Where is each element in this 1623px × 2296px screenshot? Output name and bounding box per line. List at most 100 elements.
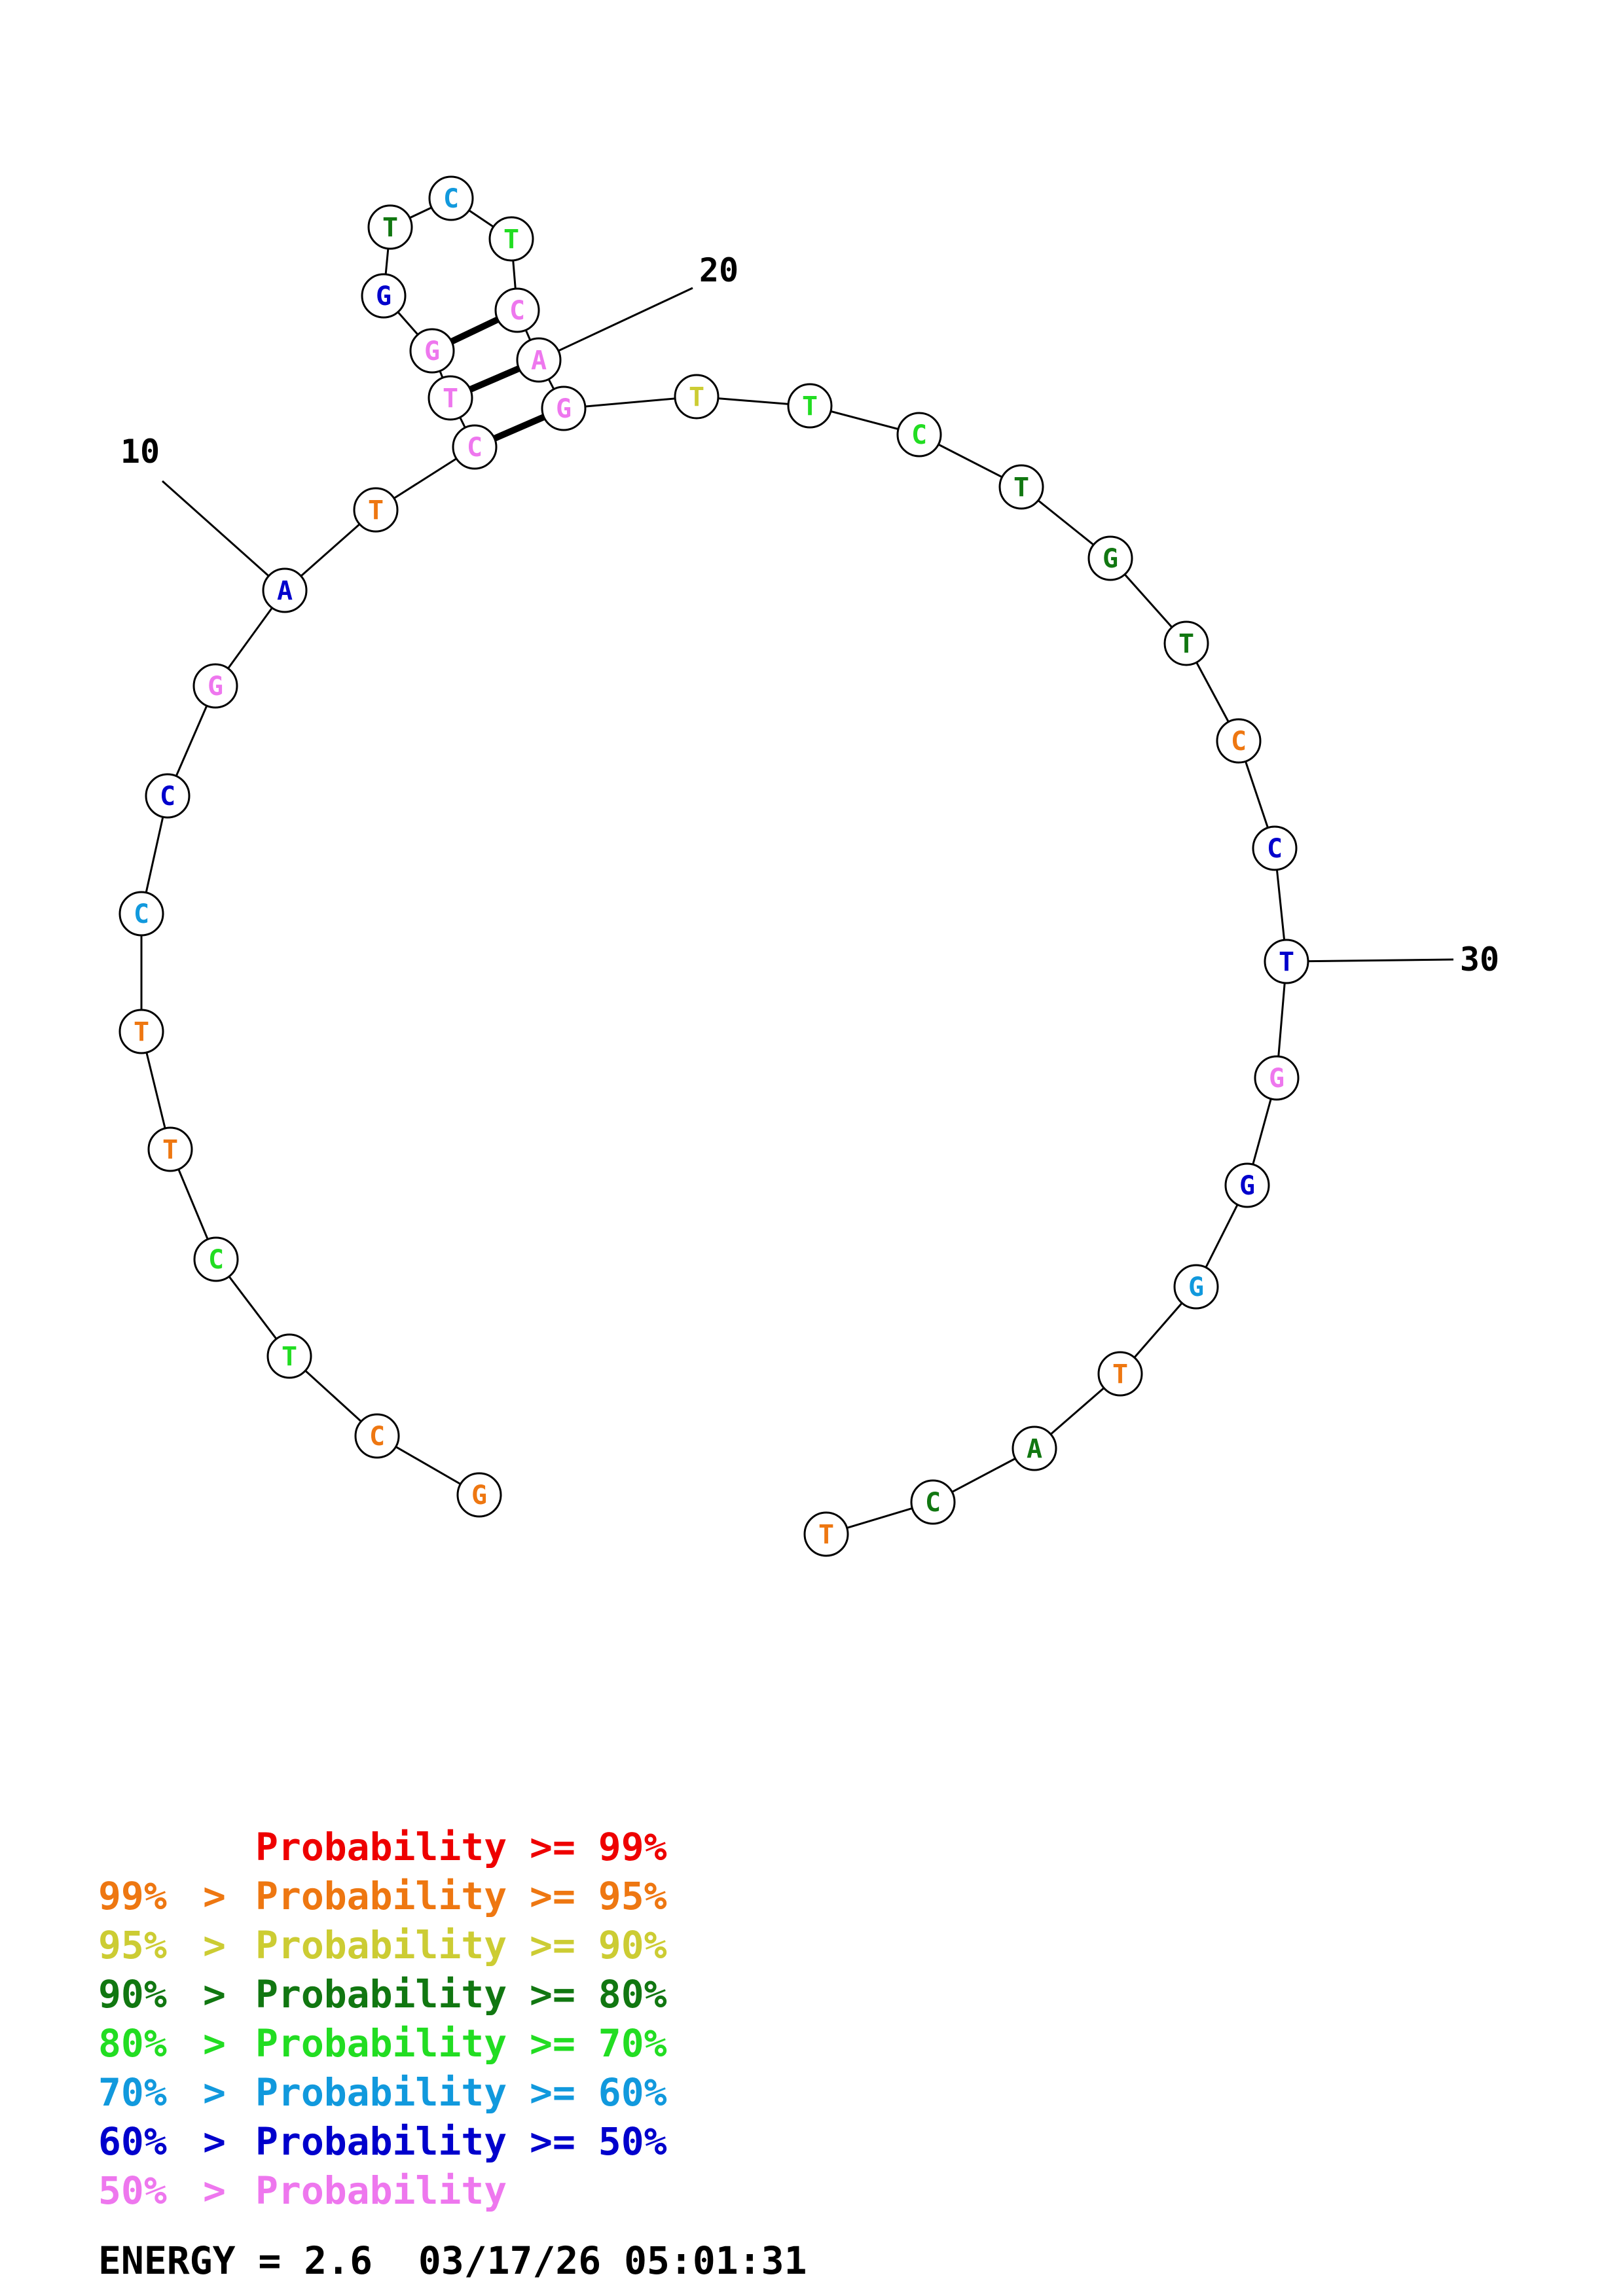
nucleotide-37: T <box>803 1511 849 1557</box>
legend-row: 99% > Probability >= 95% <box>98 1872 667 1921</box>
nucleotide-circle <box>1012 1426 1057 1471</box>
nucleotide-circle <box>428 175 474 221</box>
index-label-20: 20 <box>699 251 739 289</box>
nucleotide-letter: G <box>1103 544 1118 574</box>
nucleotide-circle <box>1216 718 1262 764</box>
legend-lower-bound: 99% <box>98 1874 167 1918</box>
nucleotide-letter: T <box>818 1520 834 1550</box>
nucleotide-28: C <box>1216 718 1262 764</box>
nucleotide-letter: T <box>134 1017 149 1047</box>
legend-operator: > <box>203 2021 226 2066</box>
nucleotide-32: G <box>1224 1162 1270 1208</box>
nucleotide-letter: G <box>376 281 392 312</box>
nucleotide-30: T <box>1264 939 1309 984</box>
nucleotide-17: C <box>428 175 474 221</box>
nucleotide-circle <box>354 1413 400 1459</box>
nucleotide-circle <box>1087 535 1133 581</box>
index-label-30: 30 <box>1460 941 1499 978</box>
nucleotide-circle <box>1163 620 1209 666</box>
nucleotide-circle <box>1264 939 1309 984</box>
nucleotide-24: C <box>896 412 942 457</box>
legend-lower-bound: 50% <box>98 2168 167 2213</box>
nucleotide-circle <box>119 891 164 937</box>
nucleotide-letter: G <box>1239 1171 1255 1201</box>
nucleotide-letter: T <box>443 384 458 414</box>
legend-row: 80% > Probability >= 70% <box>98 2019 667 2068</box>
legend-row: 70% > Probability >= 60% <box>98 2068 667 2117</box>
legend-range-text: Probability >= 95% <box>255 1874 667 1918</box>
nucleotide-12: C <box>452 424 498 470</box>
nucleotide-23: T <box>787 383 833 429</box>
legend-operator: > <box>203 2070 226 2115</box>
legend-lower-bound: 90% <box>98 1972 167 2017</box>
nucleotide-36: C <box>910 1479 956 1525</box>
legend-row: 50% > Probability <box>98 2166 667 2215</box>
nucleotide-letter: G <box>1188 1272 1204 1302</box>
nucleotide-circle <box>803 1511 849 1557</box>
nucleotide-letter: C <box>160 781 175 812</box>
nucleotide-1: G <box>456 1472 502 1518</box>
nucleotide-circle <box>787 383 833 429</box>
legend-range-text: Probability >= 70% <box>255 2021 667 2066</box>
nucleotide-circle <box>192 663 238 709</box>
nucleotide-circle <box>1254 1055 1300 1101</box>
nucleotide-circle <box>1224 1162 1270 1208</box>
nucleotide-letter: A <box>1027 1434 1042 1464</box>
nucleotide-19: C <box>494 287 540 333</box>
nucleotide-26: G <box>1087 535 1133 581</box>
nucleotide-letter: T <box>503 224 519 255</box>
nucleotide-22: T <box>674 374 720 420</box>
nucleotide-15: G <box>361 273 407 319</box>
nucleotide-circle <box>145 773 191 819</box>
nucleotide-letter: A <box>531 346 547 376</box>
nucleotide-circle <box>488 216 534 262</box>
nucleotide-7: C <box>119 891 164 937</box>
nucleotide-8: C <box>145 773 191 819</box>
nucleotide-9: G <box>192 663 238 709</box>
legend-lower-bound: 95% <box>98 1923 167 1967</box>
probability-legend: Probability >= 99% 99% > Probability >= 95%… <box>98 1823 667 2215</box>
nucleotide-circle <box>452 424 498 470</box>
legend-range-text: Probability >= 90% <box>255 1923 667 1967</box>
nucleotide-letter: T <box>382 213 398 243</box>
nucleotide-letter: A <box>277 576 293 606</box>
nucleotide-circle <box>494 287 540 333</box>
legend-lower-bound: 80% <box>98 2021 167 2066</box>
nucleotide-letter: C <box>208 1245 224 1275</box>
nucleotide-4: C <box>193 1236 239 1282</box>
nucleotide-14: G <box>409 328 455 374</box>
index-labels: 10 20 30 <box>120 251 1499 978</box>
nucleotide-circle <box>361 273 407 319</box>
legend-row: 95% > Probability >= 90% <box>98 1921 667 1970</box>
index-tick <box>538 287 693 361</box>
nucleotide-letter: T <box>1178 629 1194 659</box>
nucleotide-6: T <box>119 1009 164 1054</box>
nucleotide-letter: G <box>208 672 223 702</box>
nucleotide-letter: C <box>443 184 459 214</box>
nucleotide-25: T <box>998 464 1044 510</box>
nucleotide-letter: C <box>467 433 483 463</box>
nucleotide-5: T <box>147 1126 193 1172</box>
nucleotide-letter: C <box>134 899 149 929</box>
legend-range-text: Probability >= 60% <box>255 2070 667 2115</box>
nucleotide-letter: T <box>162 1135 178 1165</box>
nucleotide-letter: T <box>802 391 818 422</box>
nucleotide-11: T <box>353 487 399 533</box>
nucleotide-letter: C <box>509 296 525 326</box>
legend-lower-bound: 60% <box>98 2119 167 2164</box>
legend-operator: > <box>203 1972 226 2017</box>
nucleotide-letter: T <box>282 1342 297 1372</box>
nucleotide-circle <box>910 1479 956 1525</box>
nucleotide-letter: T <box>1013 473 1029 503</box>
energy-readout: ENERGY = 2.6 03/17/26 05:01:31 <box>98 2238 807 2283</box>
nucleotide-31: G <box>1254 1055 1300 1101</box>
nucleotide-3: T <box>266 1333 312 1379</box>
nucleotide-letter: C <box>925 1488 941 1518</box>
nucleotide-circle <box>1173 1264 1219 1310</box>
index-tick <box>1286 958 1454 963</box>
nucleotide-circle <box>353 487 399 533</box>
nucleotide-letter: C <box>911 420 927 450</box>
nucleotide-letter: C <box>1267 834 1283 864</box>
